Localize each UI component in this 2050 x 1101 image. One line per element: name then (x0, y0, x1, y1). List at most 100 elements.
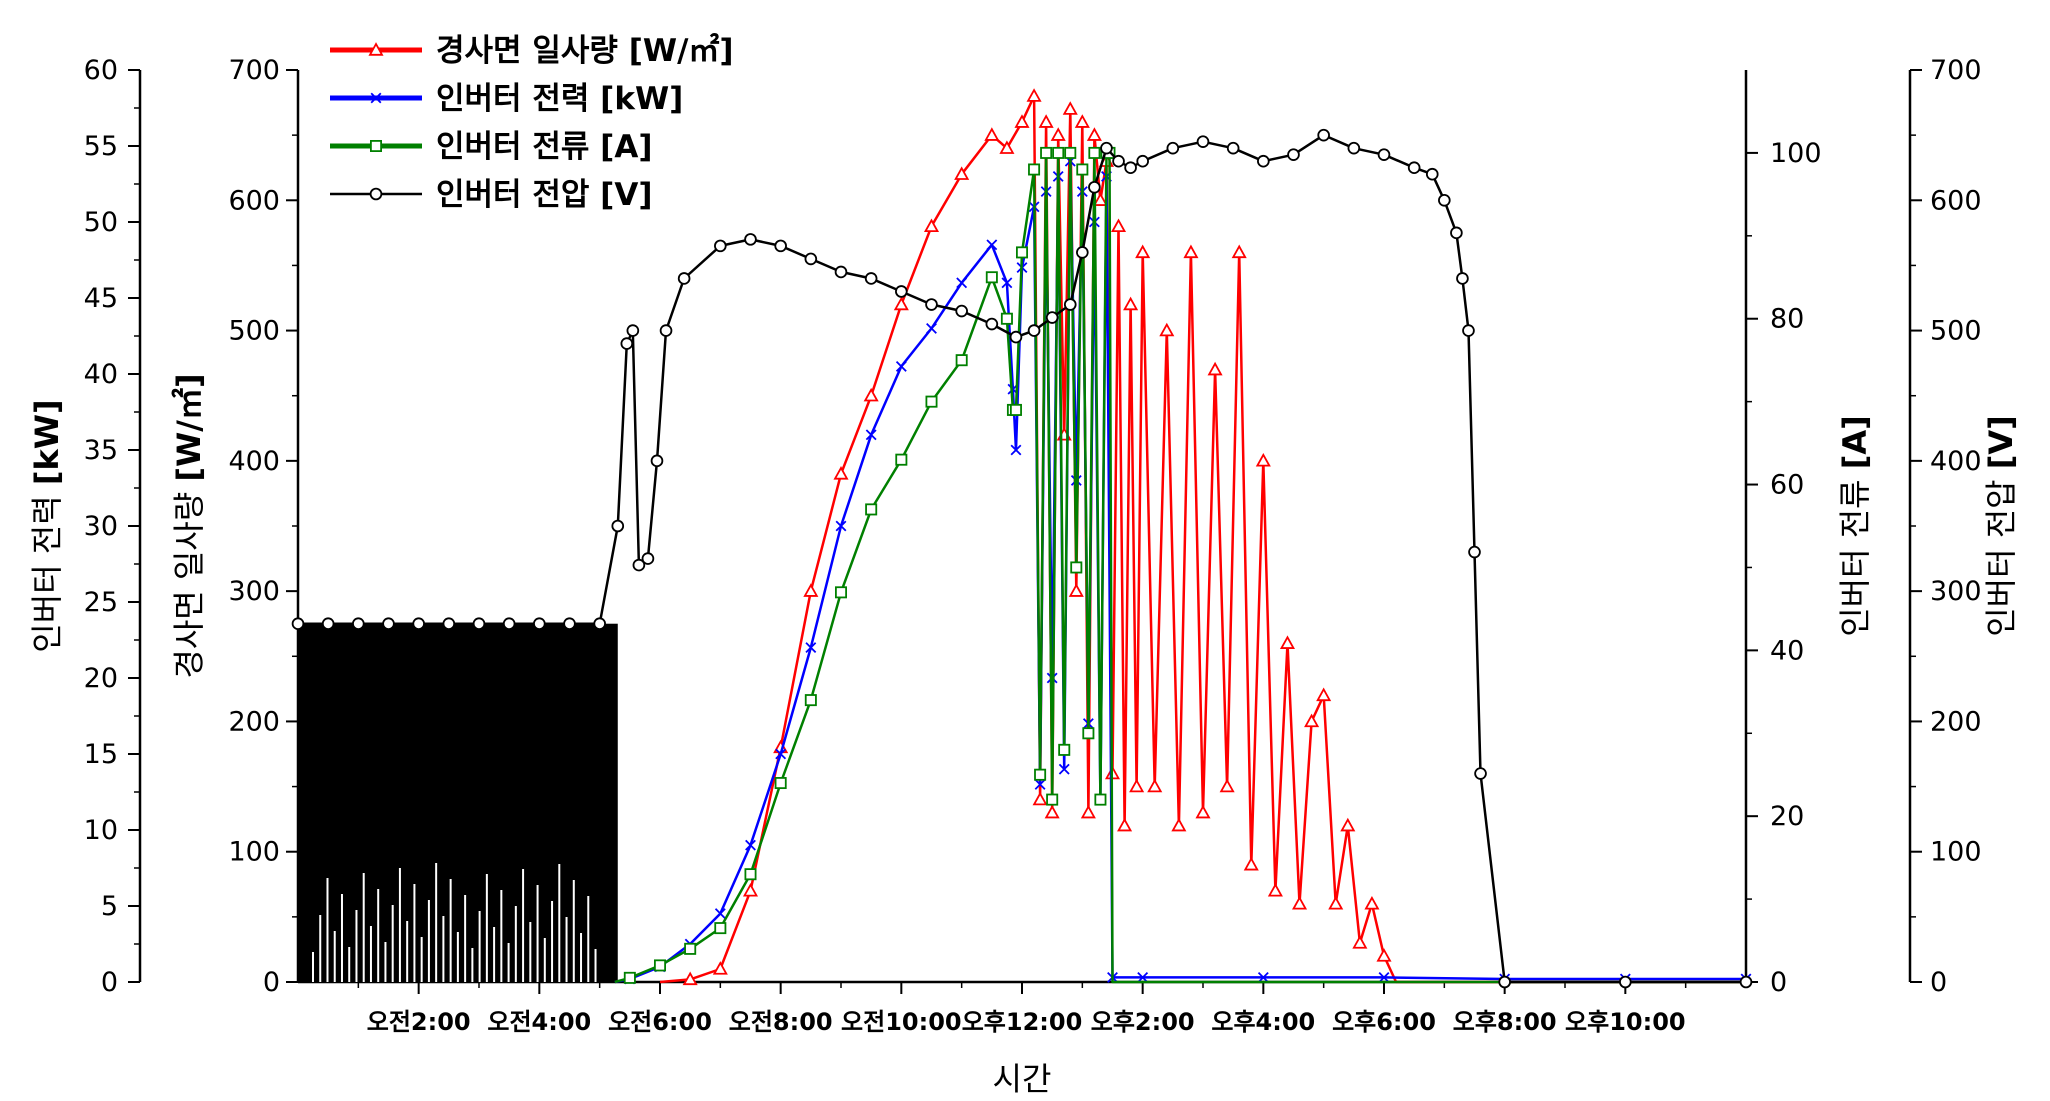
x-tick-label: 오후8:00 (1453, 1008, 1557, 1036)
series-point-current (1070, 561, 1083, 574)
series-line-power (614, 159, 1746, 984)
voltage-axis-title-unit: [V] (1982, 415, 2020, 469)
irradiance-tick-label: 100 (228, 837, 280, 868)
series-point-current (925, 395, 938, 408)
series-point-current (744, 868, 757, 881)
series-point-irradiance (984, 127, 1000, 141)
series-line-current (614, 151, 1746, 984)
power-tick-label: 60 (84, 55, 118, 86)
current-axis-title-unit: [A] (1836, 415, 1874, 469)
series-point-irradiance (1080, 804, 1096, 819)
series-point-current (1028, 163, 1041, 176)
series-point-current (774, 777, 787, 790)
irradiance-tick-label: 300 (228, 576, 280, 607)
power-tick-label: 0 (101, 967, 118, 998)
series-point-voltage (563, 617, 576, 631)
series-point-voltage (1450, 226, 1463, 240)
series-point-current (1082, 727, 1095, 740)
series-irradiance (659, 88, 1746, 986)
x-tick-label: 오전6:00 (608, 1008, 712, 1036)
power-tick-label: 25 (84, 587, 118, 618)
series-point-voltage (985, 317, 999, 331)
series-point-voltage (502, 617, 516, 631)
series-point-current (1009, 403, 1022, 416)
series-point-voltage (1425, 167, 1439, 181)
legend-label: 경사면 일사량 [W/㎡] (436, 33, 734, 69)
power-tick-label: 45 (84, 283, 118, 314)
series-point-voltage (1226, 141, 1240, 155)
series-point-current (1040, 146, 1053, 159)
series-point-irradiance (1279, 635, 1295, 649)
legend: 경사면 일사량 [W/㎡] 인버터 전력 [kW] 인버터 전류 [A] 인버터 전압… (330, 33, 734, 213)
series-point-irradiance (1183, 244, 1199, 259)
voltage-tick-label: 700 (1930, 55, 1982, 86)
series-point-irradiance (682, 971, 698, 986)
series-point-voltage (1468, 545, 1481, 559)
series-point-irradiance (1068, 583, 1084, 597)
series-point-power (865, 429, 877, 441)
current-axis-title: 인버터 전류 [A] (1836, 415, 1874, 637)
series-point-power (1001, 277, 1013, 289)
power-tick-label: 10 (84, 815, 118, 846)
series-line-voltage (298, 133, 1746, 984)
series-point-power (956, 277, 968, 289)
series-point-voltage (1045, 311, 1059, 324)
series-point-voltage (472, 617, 486, 631)
power-axis-title-text: 인버터 전력 (28, 485, 66, 653)
series-current (614, 146, 1746, 984)
series-point-voltage (1063, 298, 1077, 311)
series-point-irradiance (1129, 778, 1145, 793)
x-tick-label: 오후6:00 (1332, 1008, 1436, 1036)
legend-entry-irradiance: 경사면 일사량 [W/㎡] (330, 33, 734, 69)
x-tick-label: 오전8:00 (729, 1008, 833, 1036)
voltage-tick-label: 400 (1930, 446, 1982, 477)
series-point-voltage (864, 272, 878, 285)
irradiance-axis: 0 100 200 300 400 500 600 700 (228, 55, 300, 998)
series-point-voltage (804, 252, 818, 266)
power-tick-label: 15 (84, 739, 118, 770)
series-point-current (714, 922, 727, 935)
series-point-voltage (412, 617, 425, 631)
series-point-irradiance (1111, 218, 1127, 233)
legend-label: 인버터 전력 [kW] (436, 81, 683, 117)
legend-marker (369, 139, 382, 152)
series-point-voltage (659, 324, 673, 337)
x-tick-label: 오전2:00 (367, 1008, 471, 1036)
series-point-voltage (626, 324, 640, 337)
series-point-irradiance (1123, 296, 1139, 311)
series-point-irradiance (999, 140, 1015, 154)
legend-marker (369, 187, 383, 201)
series-point-irradiance (1044, 804, 1060, 819)
x-tick-label: 오후4:00 (1211, 1008, 1315, 1036)
series-point-irradiance (803, 583, 819, 597)
series-point-irradiance (1243, 856, 1259, 871)
power-axis-title-unit: [kW] (28, 399, 66, 485)
series-point-irradiance (1135, 244, 1151, 259)
series-point-voltage (1347, 141, 1361, 155)
series-point-voltage (1317, 128, 1330, 142)
series-point-voltage (955, 304, 968, 318)
power-tick-label: 50 (84, 207, 118, 238)
series-point-current (835, 586, 848, 599)
series-point-power (1070, 474, 1082, 486)
series-point-irradiance (1147, 778, 1163, 793)
series-point-voltage (1407, 161, 1421, 175)
series-point-current (1088, 146, 1101, 159)
legend-marker (368, 42, 384, 56)
power-axis-title: 인버터 전력 [kW] (28, 399, 66, 652)
series-point-irradiance (1352, 935, 1368, 949)
series-point-irradiance (1255, 453, 1271, 467)
power-tick-label: 55 (84, 131, 118, 162)
series-point-power (1378, 972, 1390, 983)
series-point-irradiance (1038, 114, 1054, 128)
series-point-power (1257, 972, 1269, 983)
series-point-current (895, 453, 908, 466)
series-point-power (986, 239, 998, 251)
legend-label: 인버터 전압 [V] (436, 177, 653, 213)
series-point-power (895, 360, 907, 372)
series-point-voltage (834, 265, 848, 279)
voltage-tick-label: 200 (1930, 706, 1982, 737)
series-point-current (985, 271, 998, 284)
series-point-power (835, 520, 847, 532)
voltage-tick-label: 300 (1930, 576, 1982, 607)
